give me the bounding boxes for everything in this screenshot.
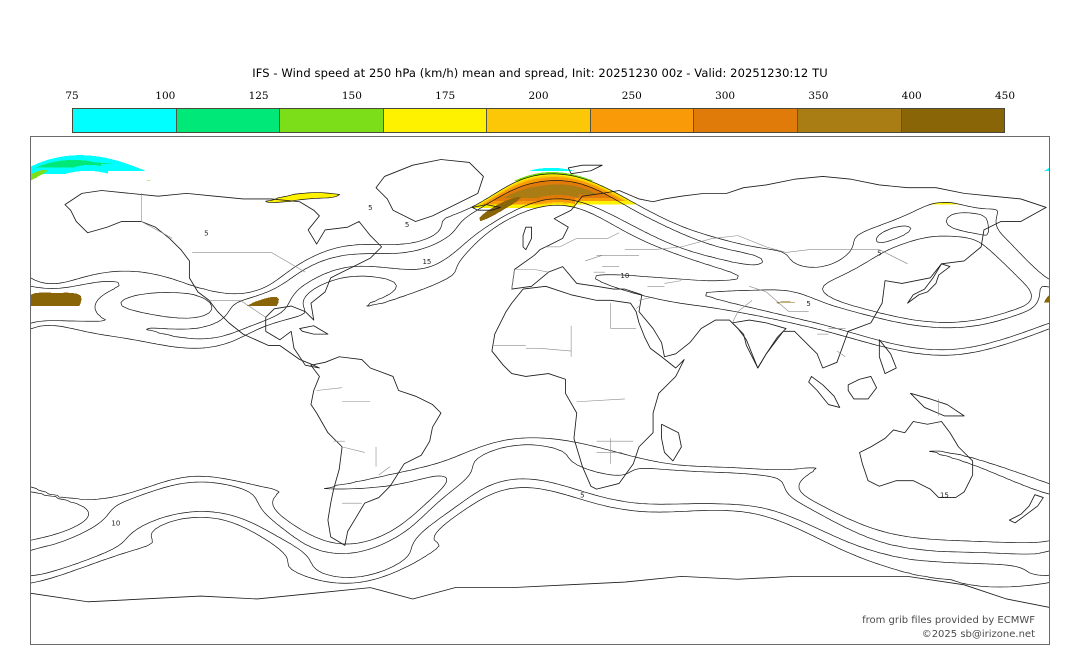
border-segment: [342, 446, 365, 453]
border-segment: [378, 466, 391, 476]
border-segment: [576, 398, 625, 403]
coastline-eurasia: [511, 176, 1047, 369]
colorbar-segment: [901, 109, 1005, 132]
colorbar-segment: [797, 109, 902, 132]
colorbar-tick-labels: 75 100 125 150 175 200 250 300 350 400 450: [65, 90, 1015, 106]
colorbar-segment: [176, 109, 281, 132]
border-segment: [653, 246, 682, 250]
colorbar-segment: [487, 109, 591, 132]
colorbar-segment: [590, 109, 695, 132]
colorbar-tick: 100: [155, 90, 176, 102]
colorbar-tick: 450: [994, 90, 1016, 102]
contour-label: 15: [422, 258, 431, 266]
coastline-madagascar: [661, 423, 682, 462]
colorbar-segment: [73, 109, 177, 132]
border-segment: [539, 347, 572, 352]
colorbar-tick: 75: [65, 90, 79, 102]
coastline-svalbard: [567, 164, 603, 175]
contour-label: 5: [405, 221, 409, 229]
border-segment: [511, 269, 515, 290]
coastline-antarctica: [31, 575, 1049, 608]
credit-source: from grib files provided by ECMWF: [862, 615, 1035, 626]
wind-band-100-125: [36, 160, 114, 168]
border-segment: [737, 300, 753, 312]
border-segment: [240, 300, 266, 318]
coastline-cuba: [299, 325, 329, 335]
border-segment: [271, 252, 306, 273]
border-segment: [585, 255, 603, 262]
colorbar: 75 100 125 150 175 200 250 300 350 400 450: [65, 90, 1015, 133]
country-borders: [140, 193, 940, 504]
map-canvas[interactable]: 5 5 5 15 10 5 15 5 10 5 from grib files provided …: [30, 136, 1050, 645]
contour-value-labels: 5 5 5 15 10 5 15 5 10 5: [111, 204, 948, 527]
colorbar-tick: 400: [901, 90, 922, 102]
colorbar-tick: 300: [715, 90, 736, 102]
coastline-philippines: [878, 339, 897, 374]
border-segment: [638, 297, 651, 301]
wind-speed-filled-contours: [31, 155, 1049, 307]
border-segment: [664, 280, 682, 284]
colorbar-tick: 125: [248, 90, 269, 102]
border-segment: [732, 311, 739, 323]
wind-band-300-350: [503, 184, 598, 198]
colorbar-tick: 175: [435, 90, 456, 102]
wind-band-125-150: [31, 169, 594, 182]
border-segment: [879, 249, 908, 265]
border-segment: [141, 221, 173, 239]
colorbar-segment: [694, 109, 798, 132]
border-segment: [559, 238, 577, 248]
border-segment: [836, 350, 846, 357]
colorbar-segment: [383, 109, 488, 132]
contour-label: 10: [111, 520, 120, 528]
contour-line-250: [31, 180, 1049, 578]
coastline-australia: [859, 421, 974, 499]
contour-label: 5: [580, 492, 584, 500]
contour-label: 5: [204, 230, 208, 238]
wind-band-75-100: [31, 155, 1049, 175]
map-contour-field: 5 5 5 15 10 5 15 5 10 5: [31, 155, 1049, 608]
border-segment: [749, 286, 767, 293]
border-segment: [316, 387, 343, 391]
colorbar-tick: 250: [621, 90, 642, 102]
border-segment: [635, 305, 640, 310]
coastline-sumatra: [808, 376, 841, 408]
border-segment: [766, 291, 790, 312]
credit-copyright: ©2025 sb@irizone.net: [921, 629, 1035, 640]
contour-label: 10: [620, 272, 629, 280]
border-segment: [737, 235, 767, 248]
coastline-samerica: [310, 356, 442, 546]
colorbar-gradient: [72, 108, 1005, 133]
coastline-newzealand: [1008, 494, 1044, 524]
border-segment: [534, 269, 549, 273]
coastline-india_extra: [731, 319, 787, 369]
contour-label: 15: [940, 492, 949, 500]
coastline-greenland: [375, 159, 484, 222]
coastline-uk: [522, 226, 532, 251]
wind-band-350-450: [31, 197, 1049, 307]
coastline-nguinea: [910, 392, 965, 417]
border-segment: [785, 249, 809, 253]
page-title: IFS - Wind speed at 250 hPa (km/h) mean …: [252, 66, 828, 80]
coastline-borneo: [847, 376, 877, 400]
contour-label: 5: [877, 249, 881, 257]
spread-contour-lines: [31, 173, 1049, 588]
colorbar-segment: [280, 109, 384, 132]
coastline-africa: [491, 285, 685, 490]
border-segment: [607, 232, 620, 239]
wind-band-150-175: [265, 173, 961, 209]
border-segment: [681, 238, 713, 248]
contour-label: 5: [368, 204, 372, 212]
coastlines: [31, 159, 1049, 608]
colorbar-tick: 150: [341, 90, 362, 102]
border-segment: [766, 246, 787, 253]
coastline-namerica: [64, 190, 383, 369]
coastline-japan: [907, 263, 951, 304]
contour-line-150: [31, 173, 1049, 588]
contour-label: 5: [806, 300, 810, 308]
colorbar-tick: 350: [808, 90, 829, 102]
colorbar-tick: 200: [528, 90, 549, 102]
border-segment: [712, 235, 738, 239]
coastline-iceland: [471, 204, 501, 211]
